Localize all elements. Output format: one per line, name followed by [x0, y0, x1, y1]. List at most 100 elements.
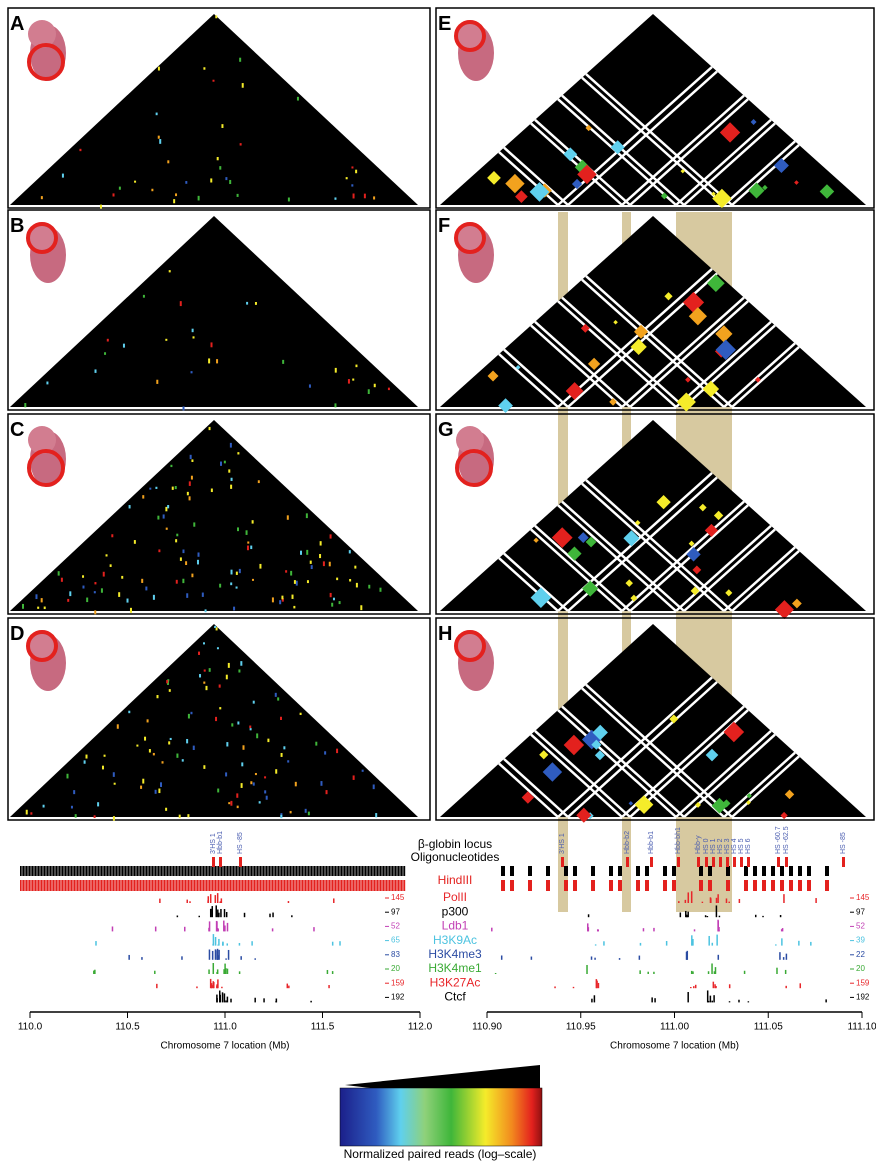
signal-peak [275, 1001, 277, 1002]
contact-dot [272, 597, 274, 602]
hindiii-site [358, 880, 359, 891]
hindiii-site [131, 880, 132, 891]
contact-dot [214, 626, 216, 628]
hindiii-site [62, 880, 63, 891]
contact-dot [82, 575, 84, 578]
contact-dot [158, 549, 160, 552]
contact-dot [373, 784, 375, 789]
hindiii-site [172, 880, 173, 891]
hindiii-site [370, 880, 371, 891]
signal-peak [272, 913, 274, 918]
contact-dot [205, 686, 207, 690]
signal-peak [220, 909, 222, 917]
signal-peak [222, 942, 224, 946]
signal-peak [594, 958, 596, 960]
hindiii-site [229, 880, 230, 891]
contact-dot [258, 480, 260, 483]
oligo [295, 866, 296, 876]
signal-peak [240, 956, 242, 960]
hindiii-site [205, 880, 206, 891]
hindiii-site [179, 880, 180, 891]
hindiii-site [200, 880, 201, 891]
hindiii-site [332, 880, 333, 891]
hindiii-site [161, 880, 162, 891]
contact-dot [256, 733, 258, 738]
hindiii-site [26, 880, 27, 891]
contact-dot [280, 717, 282, 720]
contact-dot [287, 760, 289, 762]
gene-label: HS 0 [703, 838, 710, 854]
signal-peak [217, 955, 219, 960]
signal-peak [596, 979, 598, 988]
oligo [337, 866, 338, 876]
colorbar-label: Normalized paired reads (log–scale) [344, 1147, 537, 1161]
contact-dot [71, 806, 73, 809]
oligo [609, 866, 613, 876]
oligo [130, 866, 131, 876]
oligo [301, 866, 302, 876]
oligo [302, 866, 303, 876]
signal-peak [776, 968, 778, 974]
gene-label: 3'HS 1 [210, 833, 217, 854]
signal-peak [712, 943, 714, 946]
hindiii-site [380, 880, 381, 891]
contact-dot [319, 554, 321, 558]
hindiii-site [158, 880, 159, 891]
contact-dot [368, 585, 370, 589]
signal-peak [254, 958, 256, 959]
hindiii-site [89, 880, 90, 891]
hindiii-site [248, 880, 249, 891]
contact-dot [144, 737, 146, 741]
oligo [356, 866, 357, 876]
oligo [314, 866, 315, 876]
oligo [145, 866, 146, 876]
hindiii-site [346, 880, 347, 891]
contact-dot [94, 815, 96, 818]
contact-dot [242, 745, 244, 750]
signal-peak [155, 927, 157, 932]
oligo [59, 866, 60, 876]
contact-dot [231, 723, 233, 726]
hindiii-site [152, 880, 153, 891]
contact-dot [309, 384, 311, 387]
hindiii-site [85, 880, 86, 891]
contact-dot [145, 587, 147, 591]
hindiii-site [322, 880, 323, 891]
oligo [220, 866, 221, 876]
oligo [85, 866, 86, 876]
contact-dot [219, 166, 221, 170]
signal-peak [225, 1000, 227, 1002]
contact-dot [230, 582, 232, 585]
contact-dot [175, 539, 177, 542]
signal-peak [223, 921, 225, 932]
hindiii-site [389, 880, 390, 891]
hindiii-site [382, 880, 383, 891]
hindiii-site [53, 880, 54, 891]
oligo [169, 866, 170, 876]
signal-peak [213, 963, 215, 974]
hindiii-site [104, 880, 105, 891]
contact-dot [22, 604, 24, 609]
panel-label: H [438, 623, 452, 645]
contact-dot [187, 492, 189, 495]
signal-peak [708, 971, 710, 974]
oligo [618, 866, 622, 876]
contact-dot [354, 566, 356, 569]
oligo [744, 866, 748, 876]
oligo [373, 866, 374, 876]
oligo [247, 866, 248, 876]
oligo [124, 866, 125, 876]
oligo [789, 866, 793, 876]
oligo [241, 866, 242, 876]
signal-peak [215, 949, 217, 959]
oligo [155, 866, 156, 876]
contact-dot [193, 336, 195, 338]
oligo [62, 866, 63, 876]
oligo [825, 866, 829, 876]
hindiii-site [40, 880, 41, 891]
oligo [106, 866, 107, 876]
contact-dot [140, 786, 142, 789]
oligo [250, 866, 251, 876]
signal-peak [810, 942, 812, 946]
track-scale: 97 [391, 907, 400, 916]
